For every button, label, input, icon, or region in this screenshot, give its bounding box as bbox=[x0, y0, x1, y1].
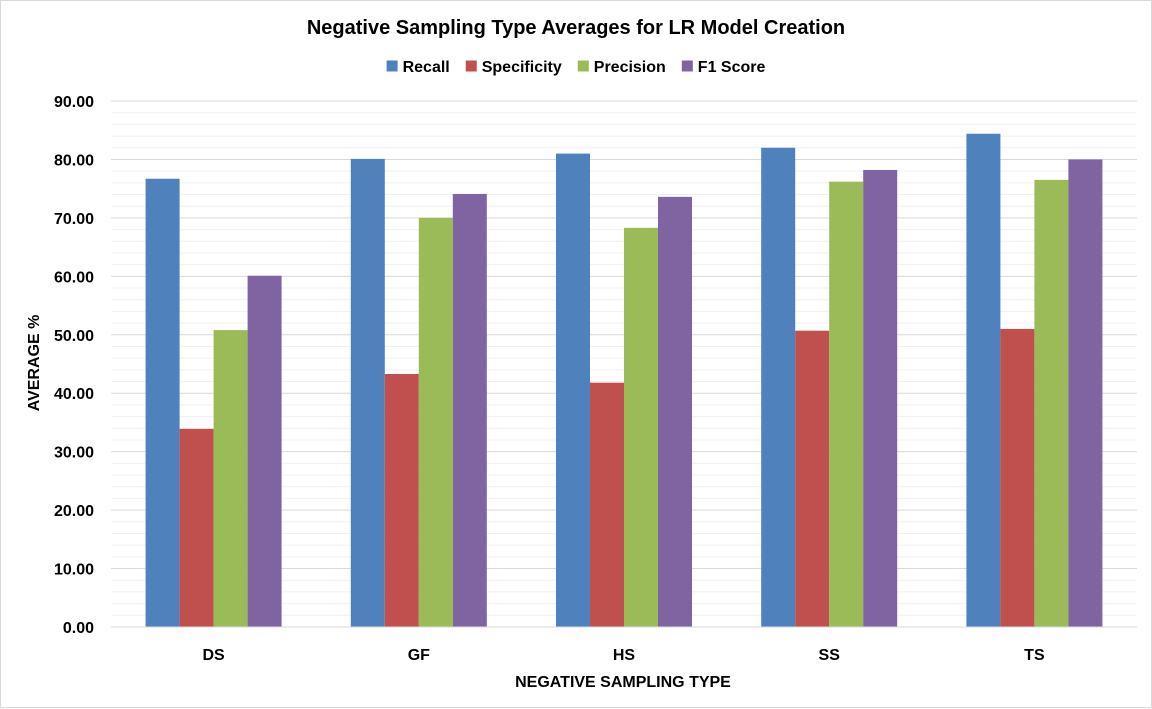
y-axis-ticks: 0.00 10.00 20.00 30.00 40.00 50.00 60.00 70.00 8… bbox=[54, 94, 94, 637]
x-tick-label: TS bbox=[1024, 647, 1045, 664]
bar-recall-hs bbox=[556, 153, 590, 627]
bar-precision-ds bbox=[213, 330, 248, 627]
y-tick-label: 30.00 bbox=[54, 445, 94, 462]
bar-specificity-ss bbox=[795, 330, 830, 627]
x-tick-label: SS bbox=[819, 647, 841, 664]
legend-label: F1 Score bbox=[698, 59, 766, 76]
bar-precision-ss bbox=[829, 181, 864, 628]
y-tick-label: 60.00 bbox=[54, 269, 94, 286]
y-tick-label: 10.00 bbox=[54, 562, 94, 579]
legend-swatch-f1-score bbox=[681, 60, 693, 72]
x-tick-label: DS bbox=[202, 647, 225, 664]
legend-label: Precision bbox=[594, 59, 666, 76]
y-axis-title: AVERAGE % bbox=[26, 315, 43, 412]
y-tick-label: 0.00 bbox=[63, 620, 94, 637]
bar-specificity-hs bbox=[590, 382, 624, 627]
legend-label: Recall bbox=[403, 59, 450, 76]
bars bbox=[145, 133, 1103, 628]
bar-recall-gf bbox=[350, 158, 385, 628]
legend-swatch-recall bbox=[386, 60, 398, 72]
x-tick-label: GF bbox=[408, 647, 430, 664]
bar-f1-score-hs bbox=[658, 196, 692, 628]
x-axis-title: NEGATIVE SAMPLING TYPE bbox=[515, 674, 731, 691]
chart-legend: Recall Specificity Precision F1 Score bbox=[386, 59, 766, 76]
bar-f1-score-ts bbox=[1068, 159, 1103, 627]
bar-f1-score-ds bbox=[247, 275, 282, 627]
bar-specificity-gf bbox=[384, 373, 419, 627]
y-tick-label: 50.00 bbox=[54, 328, 94, 345]
chart-title: Negative Sampling Type Averages for LR M… bbox=[307, 17, 845, 39]
bar-precision-hs bbox=[624, 227, 658, 627]
bar-precision-gf bbox=[418, 217, 453, 627]
legend-label: Specificity bbox=[482, 59, 562, 76]
bar-specificity-ds bbox=[179, 428, 214, 627]
bar-recall-ds bbox=[145, 178, 180, 627]
y-tick-label: 70.00 bbox=[54, 211, 94, 228]
bar-precision-ts bbox=[1034, 179, 1069, 627]
y-tick-label: 40.00 bbox=[54, 386, 94, 403]
bar-f1-score-ss bbox=[863, 169, 898, 627]
bar-f1-score-gf bbox=[452, 193, 487, 627]
bar-specificity-ts bbox=[1000, 328, 1035, 627]
bar-recall-ts bbox=[966, 133, 1001, 627]
bar-recall-ss bbox=[761, 147, 796, 627]
x-axis-ticks: DS GF HS SS TS bbox=[202, 647, 1044, 664]
x-tick-label: HS bbox=[613, 647, 636, 664]
y-tick-label: 20.00 bbox=[54, 503, 94, 520]
legend-swatch-precision bbox=[577, 60, 589, 72]
legend-swatch-specificity bbox=[465, 60, 477, 72]
y-tick-label: 80.00 bbox=[54, 152, 94, 169]
y-tick-label: 90.00 bbox=[54, 94, 94, 111]
